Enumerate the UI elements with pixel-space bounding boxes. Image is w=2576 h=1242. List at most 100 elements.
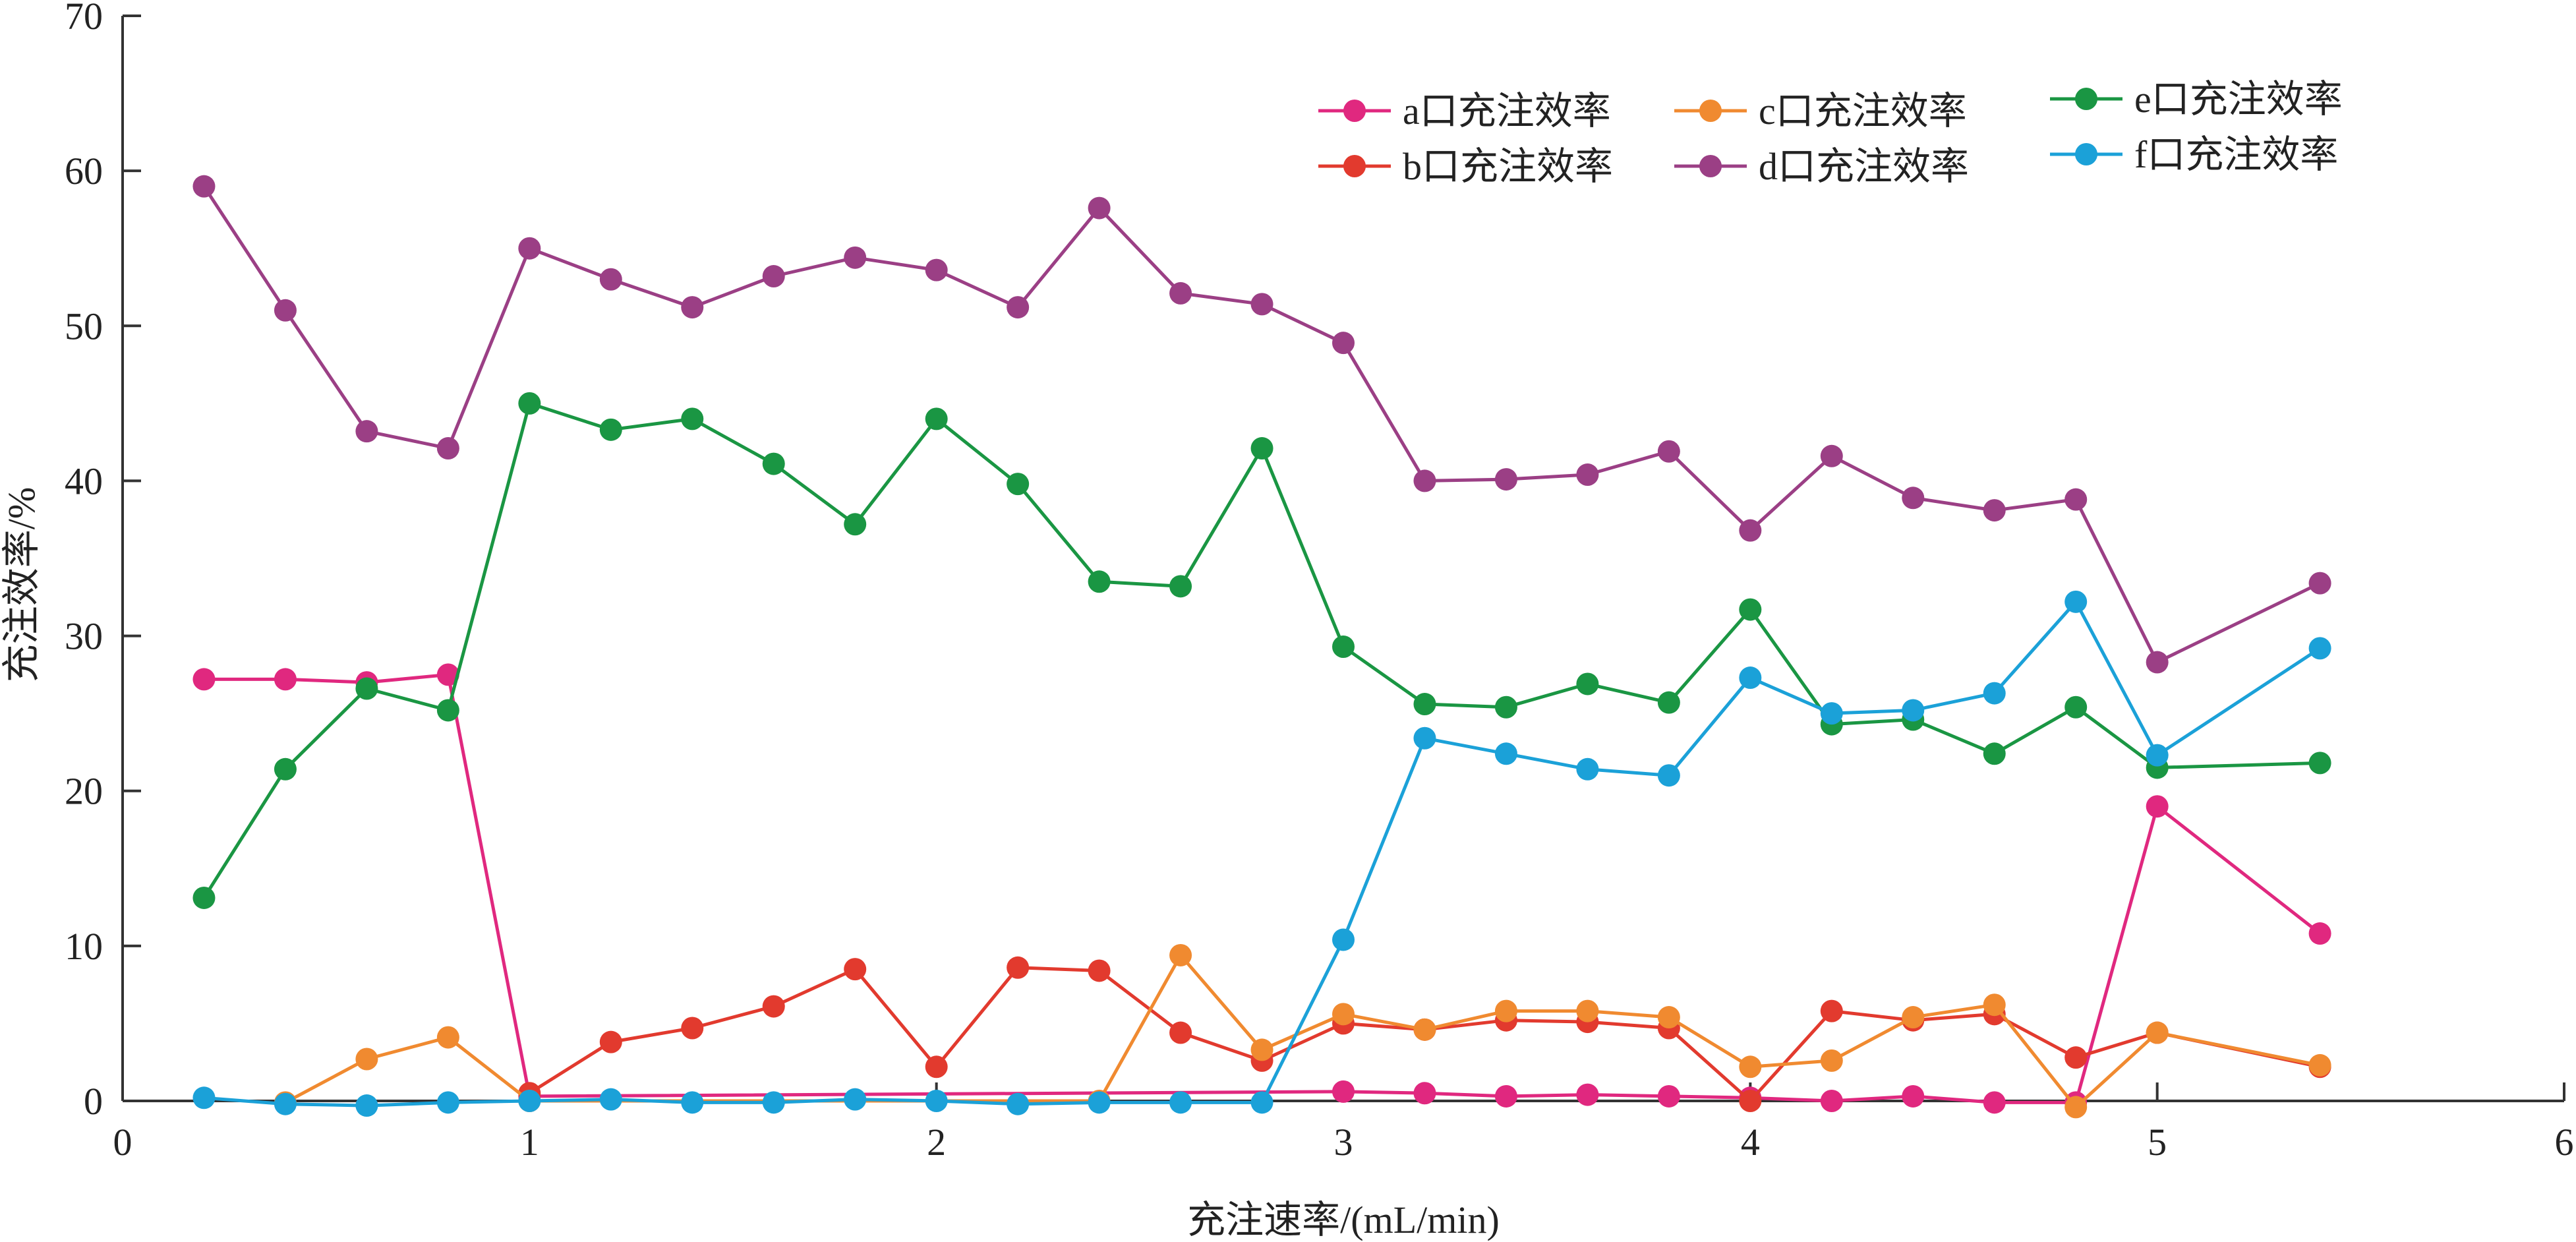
data-point (1657, 1006, 1680, 1029)
data-point (1902, 487, 1925, 510)
data-point (2146, 1021, 2169, 1044)
data-point (1983, 682, 2006, 705)
data-point (1739, 1090, 1762, 1112)
data-point (355, 1094, 378, 1117)
data-point (274, 1092, 297, 1115)
data-point (1250, 1091, 1273, 1114)
data-point (1413, 693, 1436, 716)
y-tick-label: 60 (65, 150, 103, 192)
data-point (1820, 1090, 1843, 1112)
data-point (192, 886, 216, 909)
data-point (355, 677, 378, 700)
data-point (2308, 1053, 2331, 1077)
data-point (844, 958, 867, 981)
data-point (2064, 590, 2088, 613)
data-point (1820, 999, 1843, 1022)
data-point (1088, 570, 1111, 593)
data-point (762, 995, 785, 1018)
data-point (2308, 752, 2331, 775)
series-line (202, 185, 2321, 664)
data-point (2308, 637, 2331, 660)
x-tick-label: 2 (927, 1121, 946, 1164)
legend-item: e口充注效率 (2050, 78, 2343, 121)
legend-item: b口充注效率 (1318, 145, 1613, 188)
data-point (2308, 922, 2331, 945)
data-point (1494, 695, 1517, 719)
legend: a口充注效率 b口充注效率 c口充注效率 d口充注效率 e口充注效率 f口充注效率 (1318, 78, 2343, 188)
data-point (1088, 1091, 1111, 1114)
legend-swatch-marker (1699, 100, 1722, 122)
data-point (518, 237, 541, 260)
data-point (1332, 636, 1355, 659)
y-tick-label: 30 (65, 615, 103, 658)
legend-label: e口充注效率 (2134, 78, 2343, 121)
data-point (2064, 1096, 2088, 1119)
data-point (681, 407, 704, 430)
data-point (1169, 1091, 1192, 1114)
data-point (274, 668, 297, 691)
data-point (355, 420, 378, 443)
data-point (1494, 468, 1517, 491)
data-point (1332, 1080, 1355, 1103)
data-point (436, 437, 459, 460)
data-point (1007, 473, 1030, 496)
data-point (1169, 943, 1192, 966)
data-point (762, 452, 785, 475)
data-point (1088, 196, 1111, 220)
data-point (1007, 956, 1030, 979)
x-tick-label: 3 (1334, 1121, 1353, 1164)
legend-swatch-marker (2075, 88, 2097, 110)
data-point (1413, 1018, 1436, 1041)
y-tick-label: 40 (65, 459, 103, 502)
data-point (2146, 795, 2169, 818)
data-point (1902, 699, 1925, 722)
data-point (1739, 1055, 1762, 1079)
data-point (2146, 651, 2169, 674)
legend-item: d口充注效率 (1674, 145, 1969, 188)
x-tick-label: 1 (520, 1121, 539, 1164)
series-layer (192, 175, 2331, 1119)
legend-item: f口充注效率 (2050, 133, 2338, 176)
data-point (1494, 742, 1517, 765)
data-point (274, 757, 297, 781)
data-point (1332, 928, 1355, 951)
data-point (925, 1055, 948, 1079)
data-point (681, 296, 704, 319)
data-point (436, 699, 459, 722)
data-point (925, 407, 948, 430)
y-tick-label: 50 (65, 305, 103, 347)
series-2 (274, 943, 2331, 1119)
data-point (1657, 440, 1680, 463)
data-point (1739, 666, 1762, 690)
series-line (528, 966, 2321, 1103)
data-point (1820, 444, 1843, 467)
data-point (192, 175, 216, 198)
data-point (1576, 463, 1599, 487)
legend-label: d口充注效率 (1759, 145, 1969, 188)
data-point (1739, 598, 1762, 621)
data-point (1250, 1038, 1273, 1061)
y-tick-label: 10 (65, 925, 103, 968)
data-point (1169, 1021, 1192, 1044)
legend-item: a口充注效率 (1318, 90, 1611, 133)
data-point (1332, 1003, 1355, 1026)
data-point (1739, 519, 1762, 542)
legend-swatch-marker (1343, 155, 1366, 177)
data-point (1332, 332, 1355, 355)
x-tick-label: 6 (2555, 1121, 2574, 1164)
legend-label: b口充注效率 (1403, 145, 1613, 188)
y-axis-label: 充注效率/% (0, 487, 43, 682)
data-point (1902, 1006, 1925, 1029)
data-point (762, 265, 785, 288)
data-point (599, 418, 622, 441)
data-point (681, 1091, 704, 1114)
data-point (192, 668, 216, 691)
data-point (1657, 691, 1680, 714)
data-point (1820, 702, 1843, 725)
data-point (1657, 1084, 1680, 1108)
data-point (925, 1090, 948, 1112)
y-tick-label: 0 (84, 1080, 103, 1123)
series-line (284, 953, 2321, 1109)
data-point (1902, 1084, 1925, 1108)
